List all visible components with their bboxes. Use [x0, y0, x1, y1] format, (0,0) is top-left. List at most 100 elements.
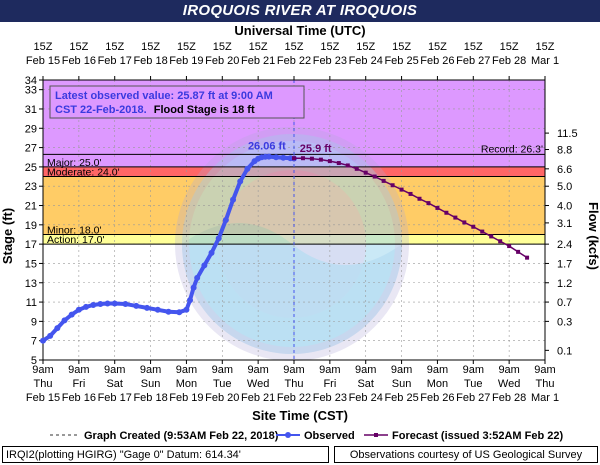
annotations: 26.06 ft 25.9 ft	[248, 141, 332, 156]
bottom-tick-date: Feb 18	[133, 392, 167, 404]
record-label: Record: 26.3'	[481, 143, 543, 155]
top-tick-time: 15Z	[320, 41, 339, 53]
bottom-tick-time: 9am	[427, 364, 448, 376]
top-tick-time: 15Z	[141, 41, 160, 53]
y-tick-label: 34	[25, 75, 37, 87]
forecast-point	[336, 161, 341, 166]
bottom-tick-weekday: Thu	[34, 378, 53, 390]
forecast-point	[525, 255, 530, 260]
y-tick-label: 27	[25, 143, 37, 155]
threshold-label: Action: 17.0'	[47, 234, 104, 246]
top-axis-title: Universal Time (UTC)	[234, 23, 365, 38]
legend-observed: Observed	[304, 430, 355, 442]
bottom-tick-time: 9am	[68, 364, 89, 376]
forecast-point	[345, 163, 350, 168]
top-tick-date: Feb 26	[420, 55, 454, 67]
top-tick-time: 15Z	[536, 41, 555, 53]
forecast-point	[381, 178, 386, 183]
bottom-tick-date: Feb 26	[420, 392, 454, 404]
top-tick-time: 15Z	[356, 41, 375, 53]
y-axis-label: Stage (ft)	[0, 208, 15, 264]
y2-tick-label: 0.1	[557, 345, 572, 357]
top-tick-date: Feb 28	[492, 55, 526, 67]
observed-point	[83, 303, 90, 310]
bottom-tick-date: Feb 21	[241, 392, 275, 404]
observed-point	[75, 306, 82, 313]
top-tick-time: 15Z	[34, 41, 53, 53]
top-tick-time: 15Z	[249, 41, 268, 53]
y2-tick-label: 0.3	[557, 316, 572, 328]
bottom-tick-date: Feb 23	[313, 392, 347, 404]
forecast-point	[435, 205, 440, 210]
y2-tick-label: 4.0	[557, 201, 572, 213]
forecast-point	[390, 183, 395, 188]
top-tick-date: Feb 24	[349, 55, 383, 67]
top-tick-date: Feb 21	[241, 55, 275, 67]
legend-created: Graph Created (9:53AM Feb 22, 2018)	[84, 430, 279, 442]
bottom-tick-time: 9am	[176, 364, 197, 376]
observed-point	[280, 154, 287, 161]
forecast-point	[292, 156, 296, 161]
bottom-tick-time: 9am	[104, 364, 125, 376]
top-tick-date: Feb 16	[62, 55, 96, 67]
bottom-tick-time: 9am	[355, 364, 376, 376]
bottom-tick-weekday: Sat	[106, 378, 123, 390]
observed-info-line1: Latest observed value: 25.87 ft at 9:00 …	[55, 90, 273, 102]
top-tick-date: Feb 23	[313, 55, 347, 67]
observed-point	[187, 297, 194, 304]
y-tick-label: 9	[31, 316, 37, 328]
y2-axis-label: Flow (kcfs)	[586, 202, 600, 270]
bottom-tick-date: Feb 16	[62, 392, 96, 404]
bottom-tick-date: Feb 19	[169, 392, 203, 404]
observed-point	[111, 300, 118, 307]
y-tick-label: 15	[25, 258, 37, 270]
y-tick-label: 19	[25, 220, 37, 232]
observed-point	[40, 337, 46, 344]
forecast-point	[408, 191, 413, 196]
forecast-point	[318, 157, 323, 162]
top-tick-date: Feb 19	[169, 55, 203, 67]
y-tick-label: 13	[25, 278, 37, 290]
gage-datum-note: IRQI2(plotting HGIRG) "Gage 0" Datum: 61…	[2, 446, 329, 463]
forecast-point	[444, 210, 449, 215]
observed-point	[47, 332, 54, 339]
bottom-tick-time: 9am	[534, 364, 555, 376]
observed-point	[165, 308, 172, 315]
observed-point	[230, 196, 237, 203]
observed-point	[54, 325, 61, 332]
bottom-tick-time: 9am	[247, 364, 268, 376]
bottom-tick-weekday: Thu	[536, 378, 555, 390]
flood-thresholds: Action: 17.0'Minor: 18.0' Moderate: 24.0'…	[43, 80, 545, 360]
top-tick-time: 15Z	[213, 41, 232, 53]
top-tick-date: Feb 20	[205, 55, 239, 67]
bottom-tick-date: Feb 24	[349, 392, 383, 404]
bottom-tick-time: 9am	[283, 364, 304, 376]
bottom-tick-time: 9am	[498, 364, 519, 376]
observed-point	[90, 301, 97, 308]
top-tick-date: Feb 27	[456, 55, 490, 67]
threshold-label: Minor: 18.0'	[47, 224, 102, 236]
observed-point	[154, 306, 161, 313]
forecast-point	[489, 234, 494, 239]
bottom-tick-time: 9am	[140, 364, 161, 376]
legend: Graph Created (9:53AM Feb 22, 2018) Obse…	[50, 430, 564, 442]
forecast-point	[507, 244, 512, 249]
observed-point	[208, 249, 215, 256]
observations-credit: Observations courtesy of US Geological S…	[334, 446, 598, 463]
observed-point	[122, 301, 129, 307]
bottom-tick-date: Feb 17	[98, 392, 132, 404]
series	[40, 153, 530, 344]
bottom-tick-time: 9am	[319, 364, 340, 376]
bottom-tick-weekday: Sun	[392, 378, 412, 390]
bottom-tick-weekday: Fri	[72, 378, 85, 390]
forecast-point	[300, 156, 305, 161]
x-axis-label: Site Time (CST)	[252, 408, 348, 423]
bottom-tick-weekday: Wed	[247, 378, 269, 390]
bottom-tick-date: Feb 25	[384, 392, 418, 404]
top-tick-date: Feb 25	[384, 55, 418, 67]
observed-point	[215, 235, 222, 242]
forecast-point	[363, 170, 368, 175]
forecast-point	[426, 201, 431, 206]
bottom-tick-weekday: Tue	[464, 378, 483, 390]
top-tick-time: 15Z	[428, 41, 447, 53]
